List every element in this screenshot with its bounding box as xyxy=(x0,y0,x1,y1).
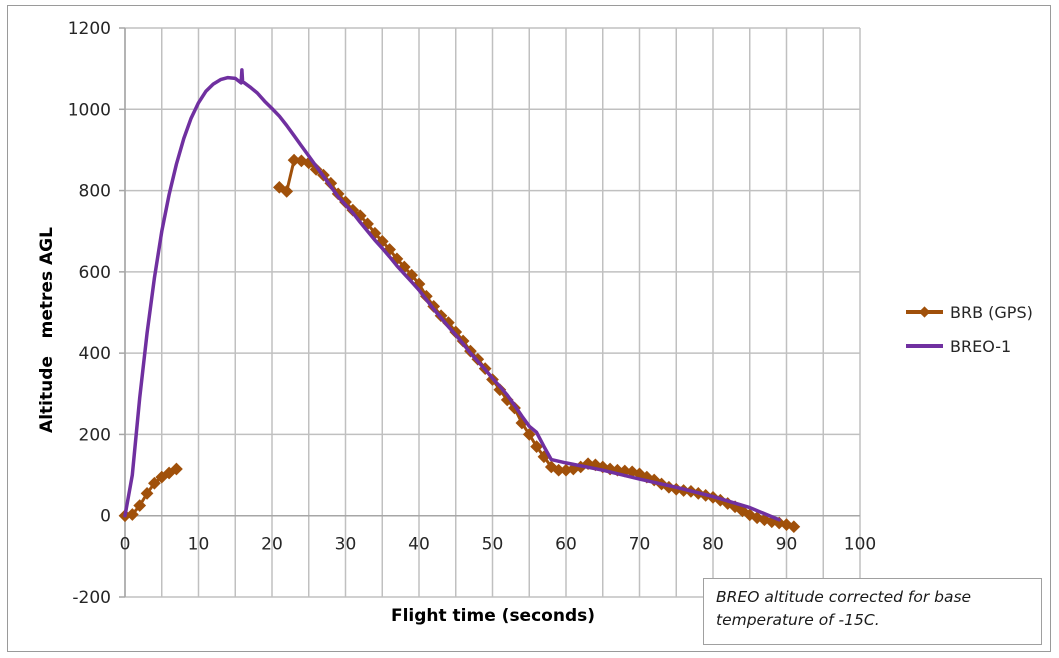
diamond-marker-icon xyxy=(287,153,301,167)
y-axis-title: Altitude metres AGL xyxy=(37,227,57,433)
y-tick-label: -200 xyxy=(72,588,111,608)
x-tick-label: 60 xyxy=(555,535,577,555)
x-tick-label: 30 xyxy=(335,535,357,555)
diamond-marker-icon xyxy=(133,499,147,512)
x-tick-label: 100 xyxy=(844,535,876,555)
x-tick-label: 70 xyxy=(629,535,651,555)
legend-label: BREO-1 xyxy=(950,337,1011,356)
x-tick-label: 90 xyxy=(776,535,798,555)
y-tick-label: 600 xyxy=(79,263,111,283)
x-tick-label: 50 xyxy=(482,535,504,555)
diamond-marker-icon xyxy=(170,462,183,476)
series-breo-1 xyxy=(123,68,781,522)
gridlines xyxy=(119,27,861,598)
legend: BRB (GPS) BREO-1 xyxy=(906,303,1033,356)
x-axis-ticks: 0 10 20 30 40 50 60 70 80 90 100 xyxy=(120,535,877,555)
x-tick-label: 80 xyxy=(702,535,724,555)
legend-item-brb-gps: BRB (GPS) xyxy=(906,303,1033,322)
diamond-marker-icon xyxy=(140,486,154,500)
diamond-marker-icon xyxy=(125,508,139,521)
series-brb-gps xyxy=(118,153,801,534)
y-tick-label: 800 xyxy=(79,182,111,202)
x-tick-label: 0 xyxy=(120,535,131,555)
y-tick-label: 200 xyxy=(79,425,111,445)
diamond-marker-icon xyxy=(918,306,931,318)
legend-label: BRB (GPS) xyxy=(950,303,1033,322)
x-tick-label: 20 xyxy=(261,535,283,555)
annotation-note: BREO altitude corrected for base tempera… xyxy=(703,578,1042,645)
series-line xyxy=(123,68,781,522)
legend-item-breo-1: BREO-1 xyxy=(906,337,1011,356)
diamond-marker-icon xyxy=(493,383,507,397)
diamond-marker-icon xyxy=(442,316,455,330)
x-tick-label: 10 xyxy=(188,535,210,555)
y-tick-label: 1200 xyxy=(68,19,111,39)
data-series xyxy=(118,68,801,534)
y-tick-label: 400 xyxy=(79,344,111,364)
y-tick-label: 0 xyxy=(100,507,111,527)
diamond-marker-icon xyxy=(280,185,294,198)
x-axis-title: Flight time (seconds) xyxy=(391,606,595,626)
x-tick-label: 40 xyxy=(408,535,430,555)
diamond-marker-icon xyxy=(148,476,161,490)
y-tick-label: 1000 xyxy=(68,100,111,120)
y-axis-ticks: -200 0 200 400 600 800 1000 1200 xyxy=(68,19,111,608)
